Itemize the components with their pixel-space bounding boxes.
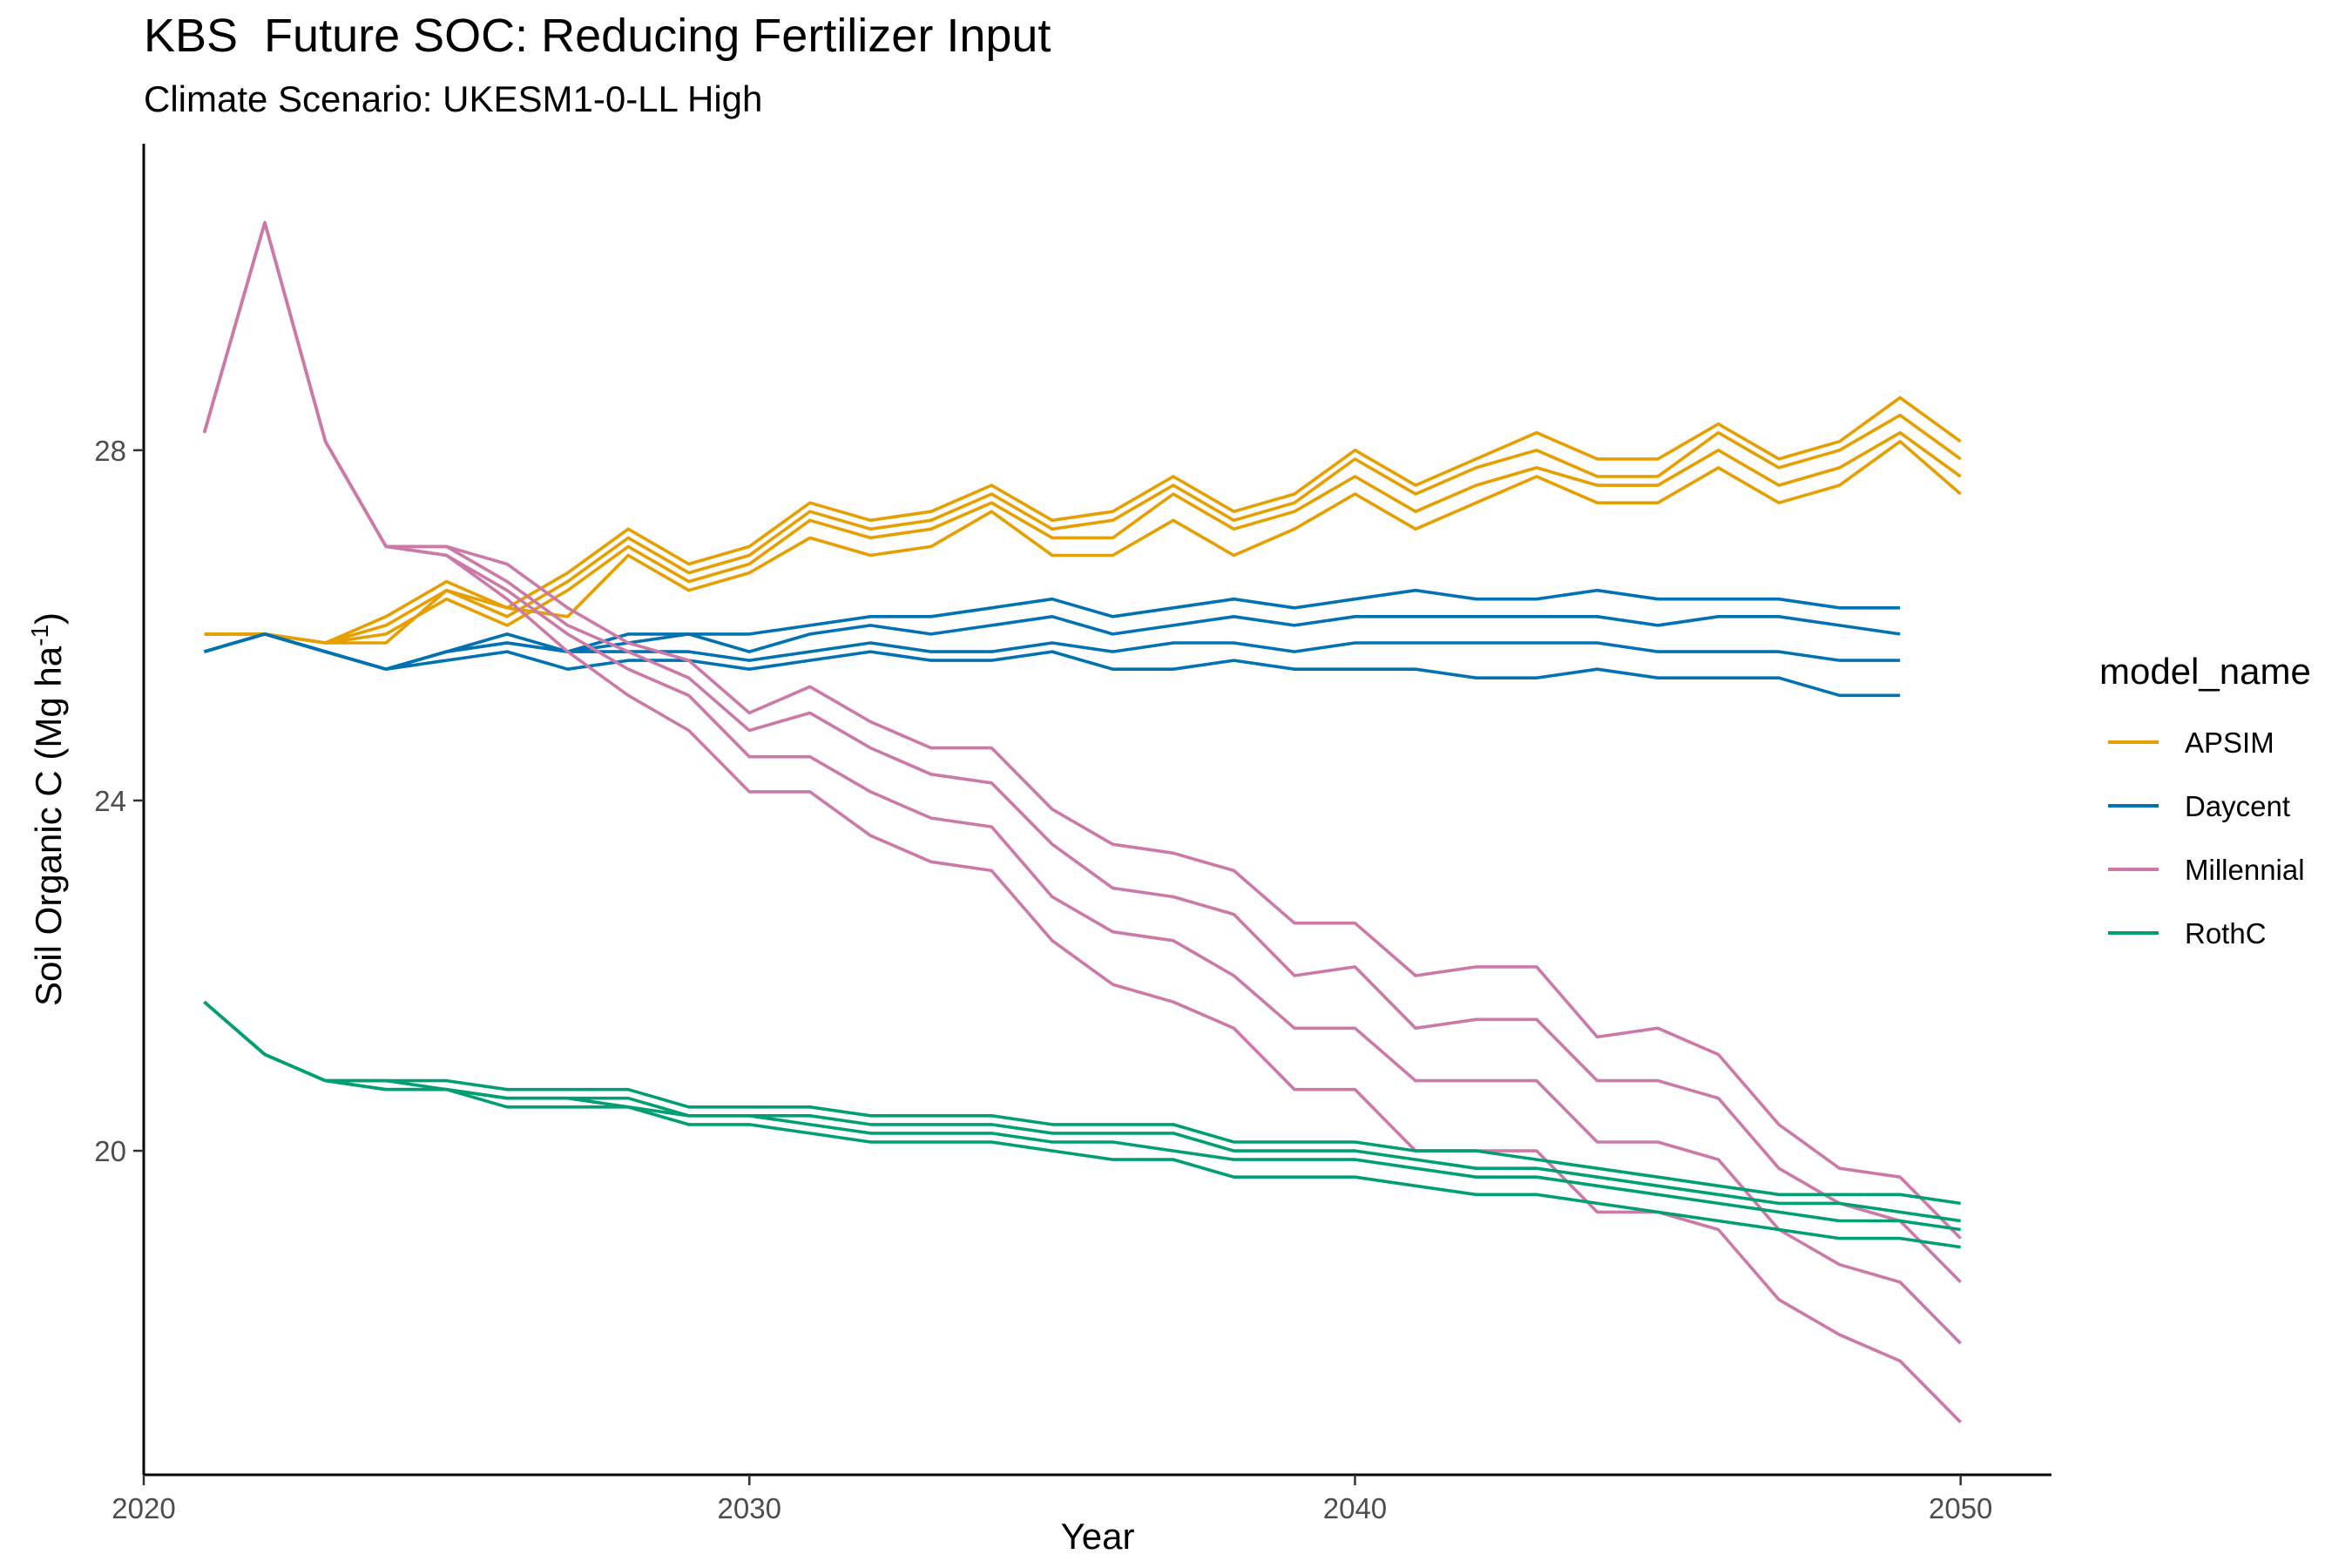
series-line-apsim-3 xyxy=(204,430,1962,645)
chart-subtitle: Climate Scenario: UKESM1-0-LL High xyxy=(144,78,763,119)
y-tick-label: 24 xyxy=(94,785,126,817)
lines-layer xyxy=(202,220,1962,1423)
y-tick-label: 20 xyxy=(94,1135,126,1167)
y-axis-title-suffix: ) xyxy=(28,612,69,625)
legend-label-millennial: Millennial xyxy=(2185,854,2305,886)
x-axis-title: Year xyxy=(1061,1516,1135,1557)
series-line-rothc-4 xyxy=(203,1000,1961,1249)
series-line-millennial-1 xyxy=(202,220,1962,1240)
series-line-millennial-4 xyxy=(202,220,1962,1423)
series-line-daycent-4 xyxy=(203,632,1901,698)
series-line-millennial-3 xyxy=(202,220,1962,1345)
y-axis-title: Soil Organic C (Mg ha-1) xyxy=(26,612,70,1006)
y-axis-title-superscript: -1 xyxy=(26,625,53,646)
legend-items: APSIM Daycent Millennial RothC xyxy=(2108,727,2305,950)
y-tick-label: 28 xyxy=(94,435,126,467)
legend-label-apsim: APSIM xyxy=(2185,727,2274,759)
series-line-daycent-1 xyxy=(203,588,1901,672)
series-line-rothc-3 xyxy=(203,1000,1961,1232)
series-line-apsim-1 xyxy=(204,395,1962,645)
legend-label-rothc: RothC xyxy=(2185,917,2267,950)
x-tick-label: 2020 xyxy=(112,1492,175,1524)
series-line-daycent-3 xyxy=(203,632,1901,672)
series-line-apsim-4 xyxy=(204,439,1962,645)
series-line-rothc-2 xyxy=(203,1000,1961,1223)
legend-label-daycent: Daycent xyxy=(2185,790,2290,822)
series-line-millennial-2 xyxy=(202,220,1962,1284)
series-line-rothc-1 xyxy=(203,1000,1961,1206)
x-tick-label: 2050 xyxy=(1929,1492,1992,1524)
x-tick-label: 2030 xyxy=(718,1492,781,1524)
x-tick-label: 2040 xyxy=(1323,1492,1387,1524)
legend-title: model_name xyxy=(2099,651,2311,692)
x-ticks: 2020 2030 2040 2050 xyxy=(112,1475,1992,1524)
y-ticks: 20 24 28 xyxy=(94,435,144,1167)
chart-title: KBS Future SOC: Reducing Fertilizer Inpu… xyxy=(144,10,1051,62)
legend: model_name APSIM Daycent Millennial RothC xyxy=(2099,651,2311,950)
series-line-apsim-2 xyxy=(204,413,1962,645)
y-axis-title-main: Soil Organic C (Mg ha xyxy=(28,645,69,1006)
